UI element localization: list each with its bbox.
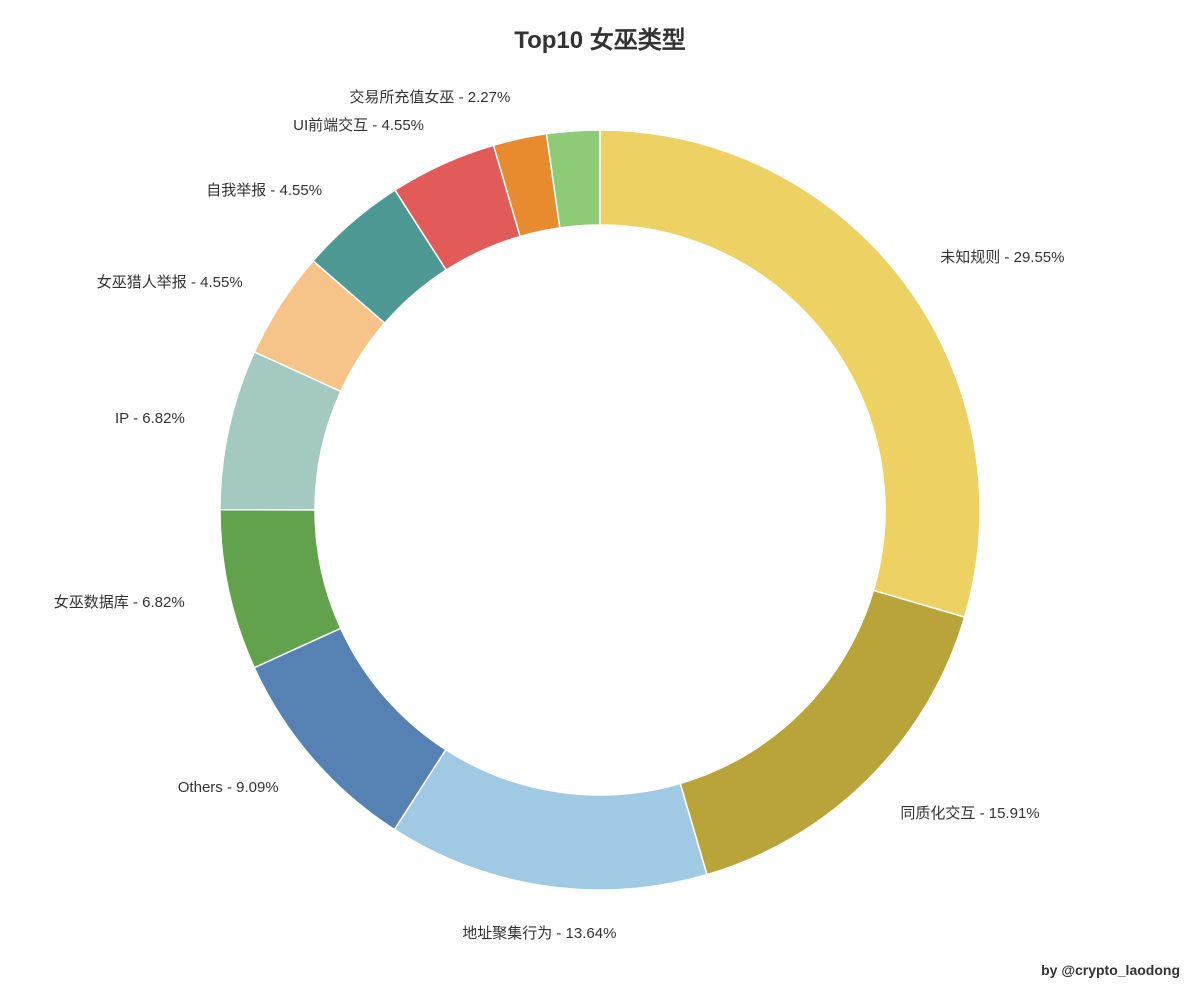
slice-label: 地址聚集行为 - 13.64%: [462, 922, 616, 943]
donut-slice: [680, 590, 964, 874]
slice-label: 未知规则 - 29.55%: [940, 246, 1064, 267]
slice-label: 交易所充值女巫 - 2.27%: [349, 86, 510, 107]
chart-credit: by @crypto_laodong: [1041, 962, 1180, 978]
slice-label: 自我举报 - 4.55%: [206, 179, 322, 200]
slice-label: Others - 9.09%: [178, 779, 279, 796]
slice-label: UI前端交互 - 4.55%: [293, 114, 424, 135]
slice-label: 女巫猎人举报 - 4.55%: [97, 271, 243, 292]
slice-label: 同质化交互 - 15.91%: [900, 802, 1039, 823]
donut-slice: [394, 750, 707, 890]
slice-label: IP - 6.82%: [115, 410, 185, 427]
chart-title: Top10 女巫类型: [514, 20, 686, 55]
donut-chart-container: Top10 女巫类型 未知规则 - 29.55% 同质化交互 - 15.91% 地址…: [0, 0, 1200, 998]
slice-label: 女巫数据库 - 6.82%: [54, 591, 185, 612]
donut-slice: [600, 130, 980, 617]
